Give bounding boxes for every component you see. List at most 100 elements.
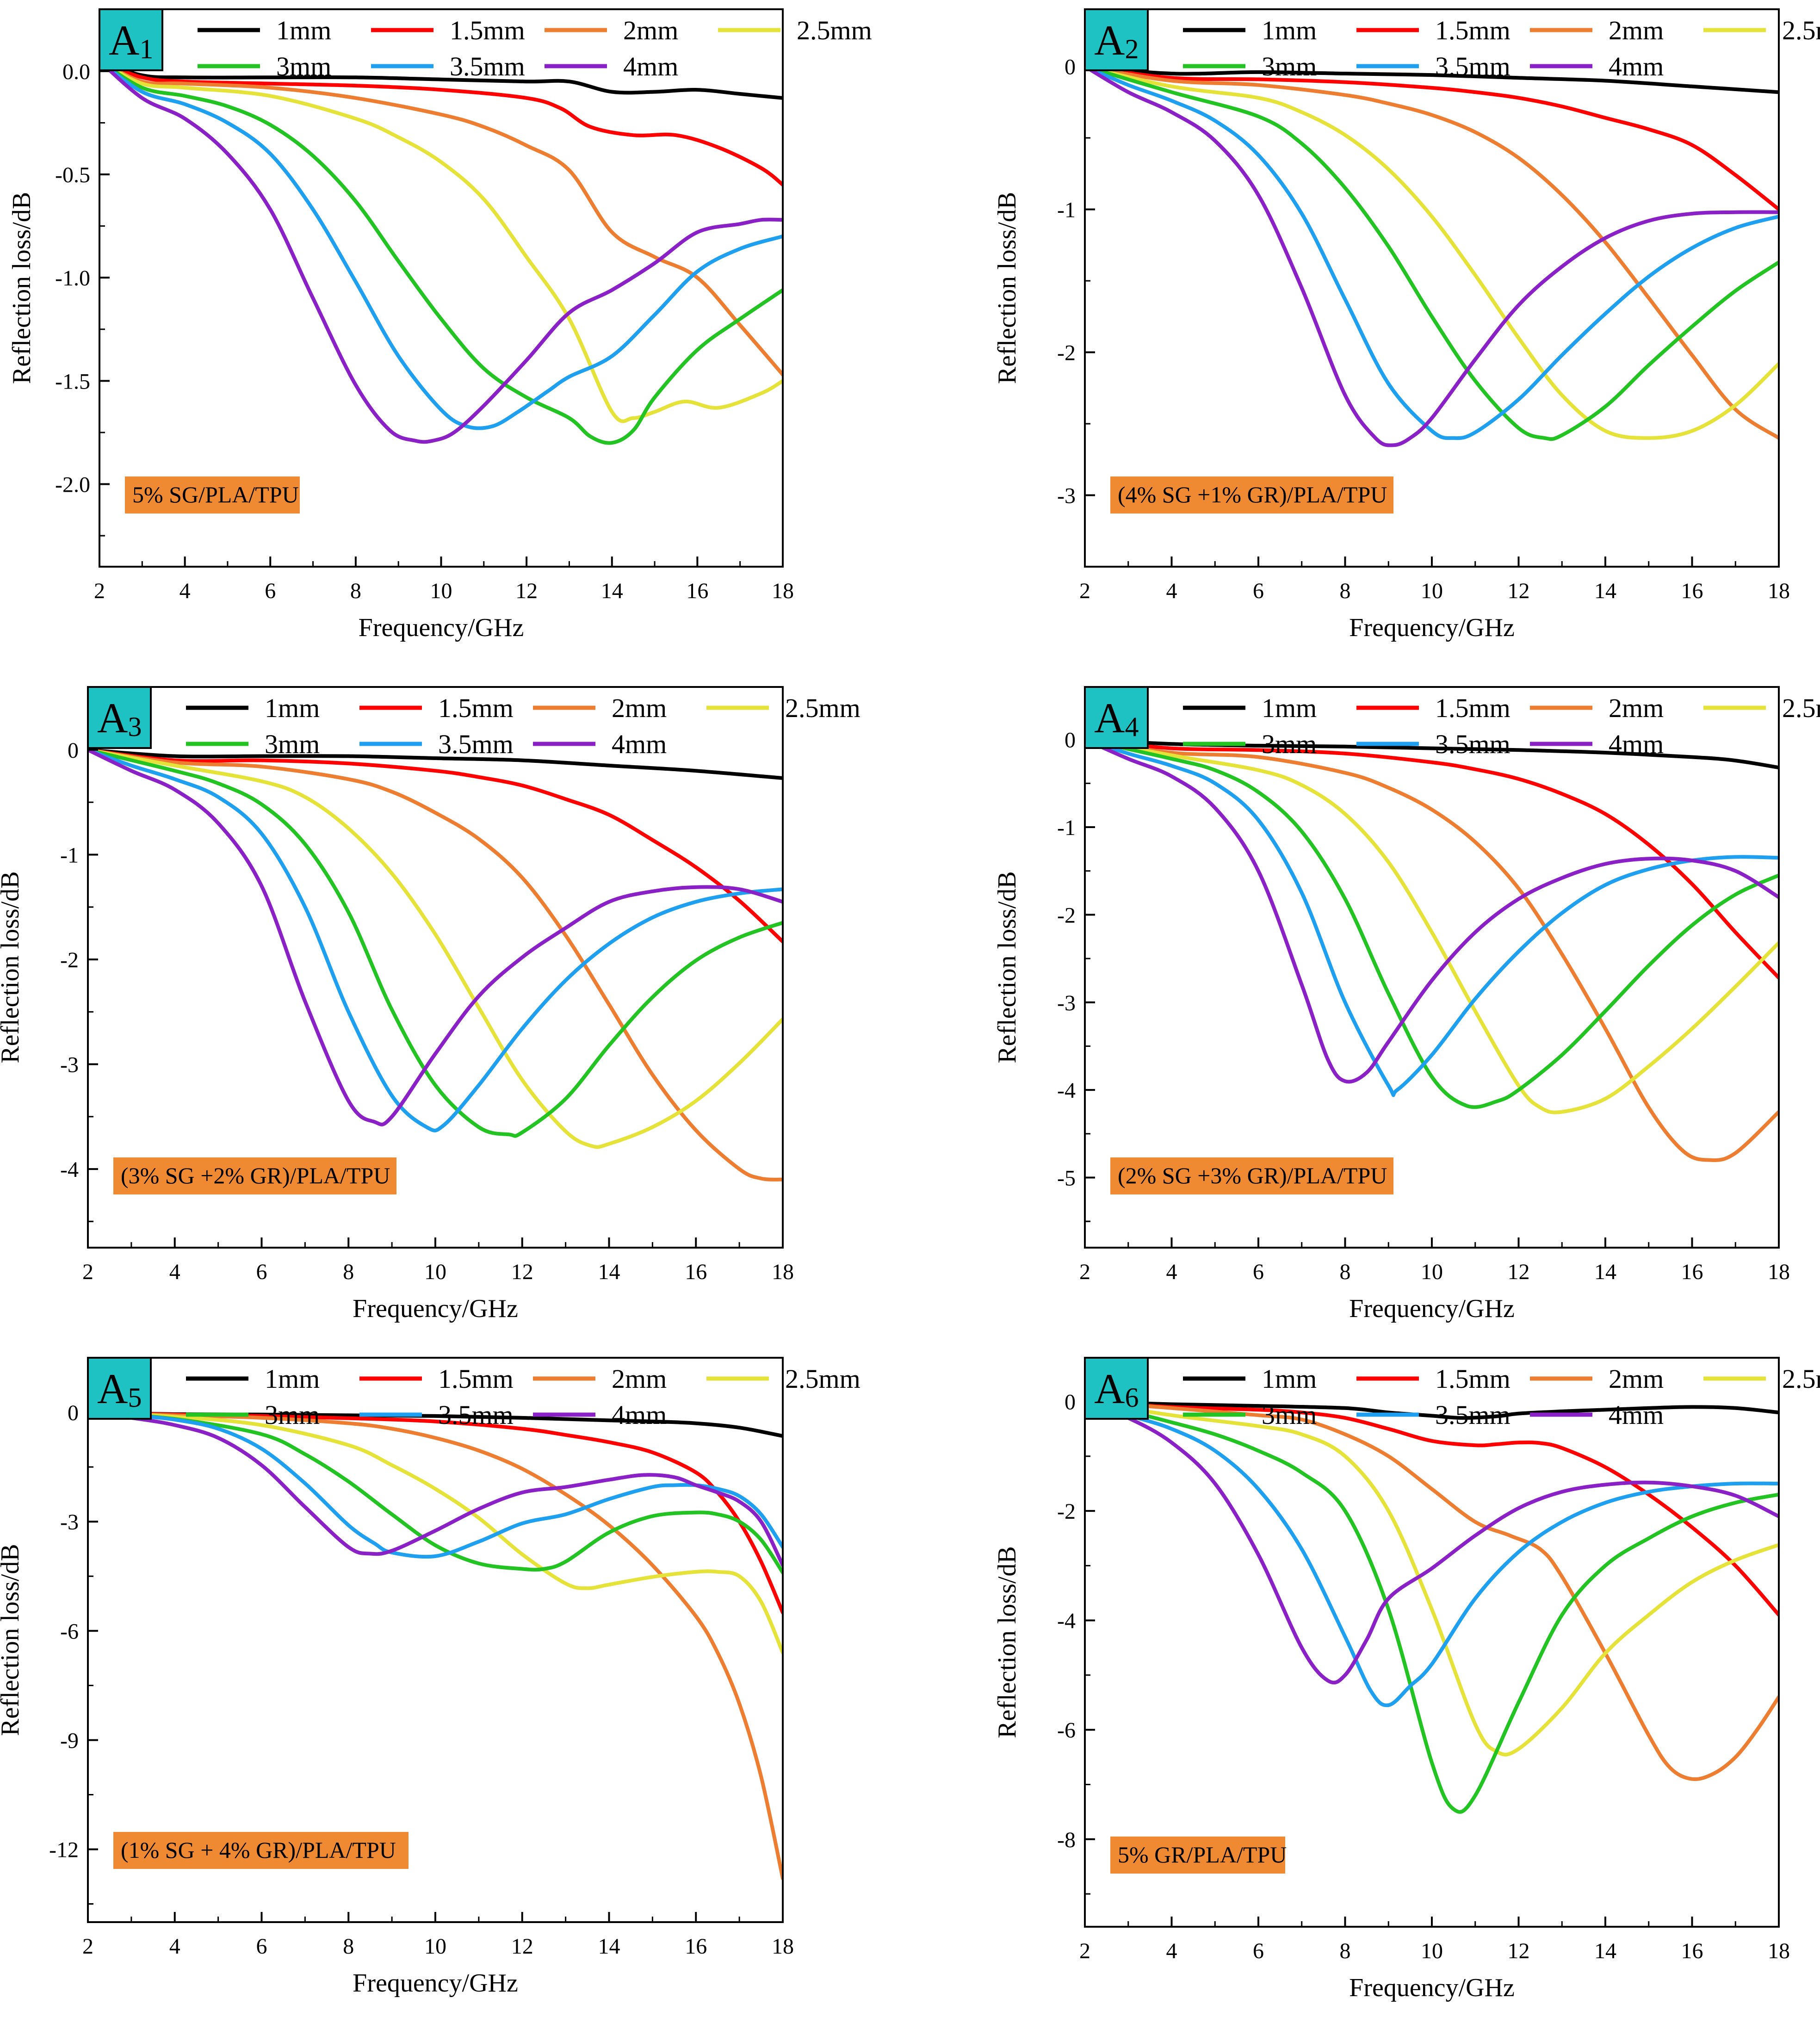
legend-label-3mm: 3mm <box>1262 51 1317 81</box>
x-tick-label: 18 <box>1768 579 1790 603</box>
y-tick-label: -2 <box>1057 903 1076 928</box>
legend-label-2.5mm: 2.5mm <box>1782 15 1820 45</box>
panel-label: A2 <box>1094 17 1139 64</box>
series-line-3.5mm <box>1085 64 1779 440</box>
series-line-3.5mm <box>1085 737 1779 1097</box>
sample-label: (3% SG +2% GR)/PLA/TPU <box>121 1163 390 1188</box>
y-tick-label: -12 <box>49 1838 79 1862</box>
series-line-3.5mm <box>1085 1399 1779 1707</box>
legend-label-2mm: 2mm <box>1609 693 1664 723</box>
legend-label-1.5mm: 1.5mm <box>438 693 514 723</box>
legend-label-2.5mm: 2.5mm <box>1782 1364 1820 1394</box>
series-line-3mm <box>88 748 783 1138</box>
sample-label: (4% SG +1% GR)/PLA/TPU <box>1118 482 1387 507</box>
series-line-4mm <box>1085 737 1779 1084</box>
y-tick-label: -4 <box>1057 1078 1076 1103</box>
x-tick-label: 4 <box>1166 1260 1177 1284</box>
y-axis-label: Reflection loss/dB <box>0 1544 25 1736</box>
sample-label: 5% SG/PLA/TPU <box>132 482 299 507</box>
legend-label-4mm: 4mm <box>1609 729 1664 759</box>
legend-label-1.5mm: 1.5mm <box>1435 1364 1510 1394</box>
panel-label: A6 <box>1094 1365 1139 1413</box>
x-tick-label: 10 <box>1421 1260 1443 1284</box>
legend-label-3mm: 3mm <box>265 1400 320 1430</box>
x-tick-label: 16 <box>685 1934 707 1959</box>
y-tick-label: -2 <box>1057 1499 1076 1524</box>
legend-label-2mm: 2mm <box>1609 15 1664 45</box>
series-line-2mm <box>88 748 783 1181</box>
x-tick-label: 12 <box>1508 1260 1530 1284</box>
legend-label-1.5mm: 1.5mm <box>450 15 525 45</box>
y-tick-label: -1.5 <box>55 369 90 394</box>
series-group <box>1085 737 1779 1162</box>
sample-label: (1% SG + 4% GR)/PLA/TPU <box>121 1837 396 1863</box>
panel-badge <box>87 686 152 749</box>
panel-number: 1 <box>139 34 153 64</box>
x-tick-label: 18 <box>1768 1260 1790 1284</box>
legend-label-3mm: 3mm <box>276 51 331 81</box>
y-tick-label: 0 <box>68 738 79 763</box>
panel-badge <box>1084 1357 1149 1420</box>
y-tick-label: -1.0 <box>55 266 90 291</box>
legend-label-3.5mm: 3.5mm <box>1435 1400 1510 1430</box>
legend-label-4mm: 4mm <box>612 729 667 759</box>
y-tick-label: -6 <box>1057 1718 1076 1743</box>
legend-label-3.5mm: 3.5mm <box>438 1400 514 1430</box>
series-line-1.5mm <box>99 59 783 187</box>
x-axis-label: Frequency/GHz <box>353 1294 518 1323</box>
y-tick-label: 0.0 <box>62 60 90 84</box>
series-line-4mm <box>1085 1399 1779 1685</box>
sample-label-badge <box>1110 476 1393 513</box>
x-tick-label: 6 <box>1253 1260 1264 1284</box>
chart-panel-1: 2 4 6 8 10 12 14 16 18 0.0 -0.5 -1.0 -1.5 -2.0 Frequen… <box>7 8 872 642</box>
panel-badge <box>87 1357 152 1420</box>
x-tick-label: 16 <box>685 1260 707 1284</box>
legend-label-2.5mm: 2.5mm <box>797 15 872 45</box>
series-line-1mm <box>88 748 783 780</box>
x-tick-label: 12 <box>511 1260 533 1284</box>
legend-label-2.5mm: 2.5mm <box>1782 693 1820 723</box>
legend-label-1mm: 1mm <box>265 1364 320 1394</box>
y-tick-label: 0 <box>68 1401 79 1425</box>
sample-label: (2% SG +3% GR)/PLA/TPU <box>1118 1163 1387 1188</box>
series-line-4mm <box>1085 64 1779 447</box>
series-line-2.5mm <box>1085 737 1779 1114</box>
x-tick-label: 12 <box>515 579 538 603</box>
panel-label: A4 <box>1094 694 1139 742</box>
x-tick-label: 4 <box>169 1934 180 1959</box>
legend-label-2.5mm: 2.5mm <box>785 693 860 723</box>
series-line-1mm <box>99 59 783 100</box>
x-tick-label: 12 <box>1508 1939 1530 1963</box>
x-tick-label: 10 <box>1421 1939 1443 1963</box>
series-line-3.5mm <box>88 1410 783 1559</box>
panel-number: 5 <box>128 1382 142 1413</box>
legend-label-3.5mm: 3.5mm <box>450 51 525 81</box>
panel-badge <box>99 8 163 71</box>
x-axis-label: Frequency/GHz <box>359 613 524 642</box>
legend-label-2.5mm: 2.5mm <box>785 1364 860 1394</box>
x-tick-label: 6 <box>265 579 276 603</box>
x-tick-label: 12 <box>511 1934 533 1959</box>
y-tick-label: -2 <box>1057 341 1076 365</box>
x-tick-label: 6 <box>256 1934 267 1959</box>
x-tick-label: 10 <box>424 1934 446 1959</box>
x-tick-label: 6 <box>1253 579 1264 603</box>
y-tick-label: -2.0 <box>55 472 90 497</box>
chart-panel-4: 2 4 6 8 10 12 14 16 18 0 -1 -2 -3 -4 -5 Frequency/GHz Re… <box>993 686 1820 1323</box>
series-line-2.5mm <box>99 59 783 423</box>
sample-label-badge <box>113 1832 409 1869</box>
series-line-2.5mm <box>88 748 783 1149</box>
legend-label-3.5mm: 3.5mm <box>1435 51 1510 81</box>
legend-label-4mm: 4mm <box>1609 51 1664 81</box>
x-tick-label: 14 <box>1594 579 1616 603</box>
y-tick-label: -3 <box>1057 991 1076 1015</box>
x-tick-label: 2 <box>1079 1939 1090 1963</box>
x-tick-label: 10 <box>430 579 452 603</box>
panel-number: 6 <box>1125 1382 1139 1413</box>
chart-panel-6: 2 4 6 8 10 12 14 16 18 0 -2 -4 -6 -8 Frequency/GHz Refl… <box>993 1357 1820 2002</box>
series-line-2mm <box>1085 64 1779 440</box>
x-tick-label: 8 <box>1340 1939 1351 1963</box>
x-tick-label: 2 <box>82 1260 93 1284</box>
x-tick-label: 2 <box>82 1934 93 1959</box>
series-line-2.5mm <box>1085 1399 1779 1757</box>
